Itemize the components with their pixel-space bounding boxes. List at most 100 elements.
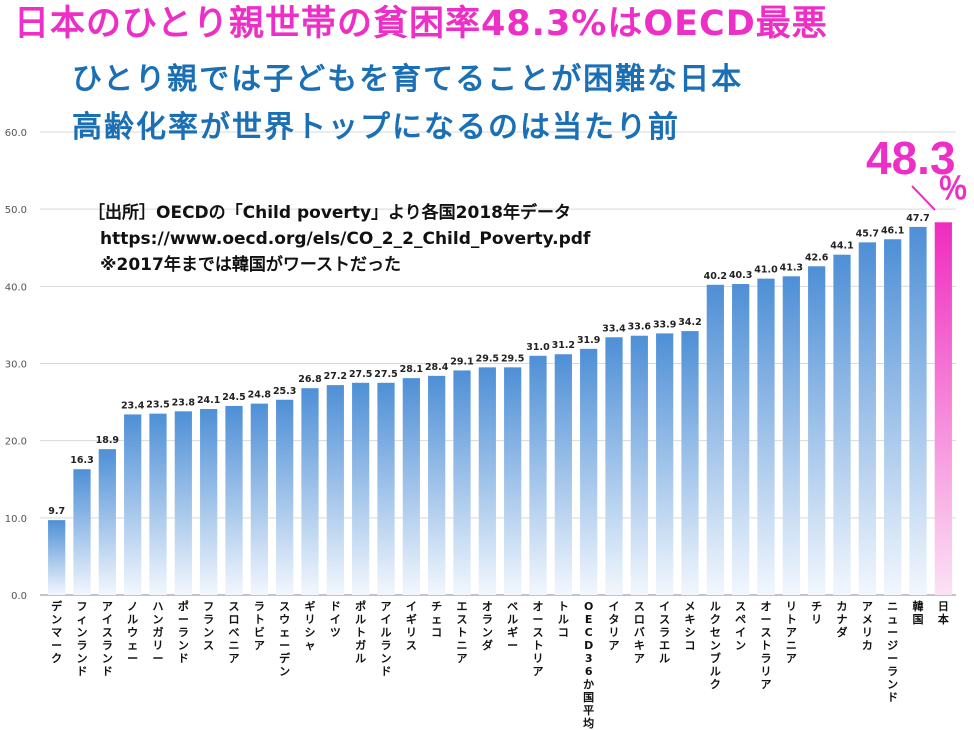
bar-value-label: 44.1 bbox=[830, 241, 853, 252]
bar-value-label: 29.5 bbox=[476, 353, 499, 364]
y-tick-label: 40.0 bbox=[5, 282, 27, 293]
source-url: https://www.oecd.org/els/CO_2_2_Child_Po… bbox=[100, 229, 591, 249]
category-label: トルコ bbox=[557, 600, 569, 639]
bar-value-label: 18.9 bbox=[96, 435, 119, 446]
bar-value-label: 31.2 bbox=[552, 340, 575, 351]
category-label: ラトビア bbox=[253, 600, 265, 652]
value-labels: 9.7 16.318.9 23.4 23.5 23.8 24.1 24.5 24.8 25.3 2… bbox=[48, 213, 929, 517]
source-remark: ※2017年までは韓国がワーストだった bbox=[100, 255, 401, 275]
subtitle-line-1: ひとり親では子どもを育てることが困難な日本 bbox=[72, 62, 744, 97]
subtitle-line-2: 高齢化率が世界トップになるのは当たり前 bbox=[72, 110, 680, 145]
bar-value-label: 25.3 bbox=[273, 386, 296, 397]
bar-value-label: 24.8 bbox=[248, 390, 272, 401]
bar-value-label: 33.9 bbox=[653, 319, 676, 330]
bar-highlight bbox=[934, 222, 952, 595]
bar-value-label: 24.5 bbox=[222, 392, 245, 403]
bar bbox=[250, 403, 268, 595]
category-label: フランス bbox=[203, 600, 215, 652]
bar bbox=[428, 375, 446, 595]
bar bbox=[529, 355, 547, 595]
category-label: ルクセンブルク bbox=[709, 600, 721, 691]
bar bbox=[808, 266, 826, 595]
bar bbox=[276, 399, 294, 595]
bar-value-label: 40.3 bbox=[729, 270, 752, 281]
bar-value-label: 33.4 bbox=[602, 323, 626, 334]
bar bbox=[352, 382, 370, 595]
y-tick-label: 50.0 bbox=[5, 205, 27, 216]
bar bbox=[73, 469, 91, 595]
bar-value-label: 33.6 bbox=[628, 322, 652, 333]
bar-value-label: 29.1 bbox=[450, 356, 473, 367]
bar-value-label: 23.8 bbox=[172, 397, 196, 408]
category-label: アメリカ bbox=[861, 600, 873, 652]
bar bbox=[478, 367, 496, 595]
source-line: ［出所］OECDの「Child poverty」より各国2018年データ bbox=[88, 203, 571, 223]
category-label: チリ bbox=[811, 600, 823, 626]
y-tick-label: 0.0 bbox=[11, 591, 27, 602]
bar-value-label: 42.6 bbox=[805, 252, 829, 263]
y-tick-label: 20.0 bbox=[5, 437, 27, 448]
bar-value-label: 40.2 bbox=[704, 271, 727, 282]
category-label: ハンガリー bbox=[152, 600, 164, 665]
category-label: フィンランド bbox=[76, 600, 88, 678]
bar bbox=[377, 382, 395, 595]
y-axis: 0.0 10.0 20.0 30.0 40.0 50.0 60.0 bbox=[5, 128, 27, 602]
bar-value-label: 29.5 bbox=[501, 353, 524, 364]
bar-value-label: 16.3 bbox=[70, 455, 93, 466]
bar-chart: 0.0 10.0 20.0 30.0 40.0 50.0 60.0 9.7 16.318.9 2… bbox=[5, 128, 956, 602]
bar-value-label: 23.4 bbox=[121, 400, 145, 411]
y-tick-label: 10.0 bbox=[5, 514, 27, 525]
bar bbox=[174, 411, 192, 595]
bar bbox=[833, 254, 851, 595]
bar-value-label: 45.7 bbox=[856, 228, 879, 239]
bar-value-label: 28.4 bbox=[425, 362, 449, 373]
category-label: イタリア bbox=[608, 600, 620, 652]
highlight-value: 48.3 bbox=[866, 132, 956, 184]
category-label: OECD36か国平均 bbox=[583, 600, 595, 730]
bar-value-label: 41.0 bbox=[754, 265, 778, 276]
bar-value-label: 27.5 bbox=[349, 369, 372, 380]
bar-value-label: 46.1 bbox=[881, 225, 904, 236]
bar bbox=[580, 348, 598, 595]
category-label: ドイツ bbox=[329, 600, 341, 639]
bar-value-label: 27.5 bbox=[374, 369, 397, 380]
bar bbox=[48, 520, 66, 595]
bar bbox=[504, 367, 522, 595]
category-label: ニュージーランド bbox=[887, 600, 899, 704]
category-label: ベルギー bbox=[507, 600, 519, 652]
bar bbox=[301, 388, 319, 595]
bar bbox=[858, 242, 876, 595]
bar bbox=[782, 276, 800, 595]
category-label: スペイン bbox=[735, 600, 747, 652]
bar-value-label: 9.7 bbox=[48, 506, 65, 517]
category-label: イギリス bbox=[405, 600, 417, 652]
category-label: イスラエル bbox=[659, 600, 671, 665]
bar-value-label: 27.2 bbox=[324, 371, 347, 382]
bar-value-label: 28.1 bbox=[400, 364, 423, 375]
category-label: チェコ bbox=[431, 600, 443, 639]
category-label: オーストラリア bbox=[760, 600, 772, 691]
bar bbox=[402, 378, 420, 595]
bar bbox=[732, 284, 750, 595]
bar bbox=[124, 414, 142, 595]
bar bbox=[681, 331, 699, 595]
category-label: アイスランド bbox=[101, 600, 113, 678]
category-label: ポルトガル bbox=[355, 600, 367, 665]
bar bbox=[554, 354, 572, 595]
bar bbox=[200, 409, 218, 595]
category-label: カナダ bbox=[836, 600, 848, 639]
category-label: デンマーク bbox=[51, 600, 63, 665]
bar-value-label: 23.5 bbox=[146, 400, 169, 411]
gridlines bbox=[40, 131, 956, 596]
y-tick-label: 60.0 bbox=[5, 128, 27, 139]
bar bbox=[884, 239, 902, 596]
category-label: オーストリア bbox=[532, 600, 544, 678]
bars bbox=[48, 222, 952, 596]
bar-value-label: 24.1 bbox=[197, 395, 220, 406]
bar bbox=[326, 385, 344, 595]
bar bbox=[225, 405, 243, 595]
category-label: スロベニア bbox=[228, 600, 240, 665]
bar bbox=[757, 278, 775, 595]
category-label: スウェーデン bbox=[279, 600, 291, 678]
category-label: 日本 bbox=[937, 600, 949, 626]
